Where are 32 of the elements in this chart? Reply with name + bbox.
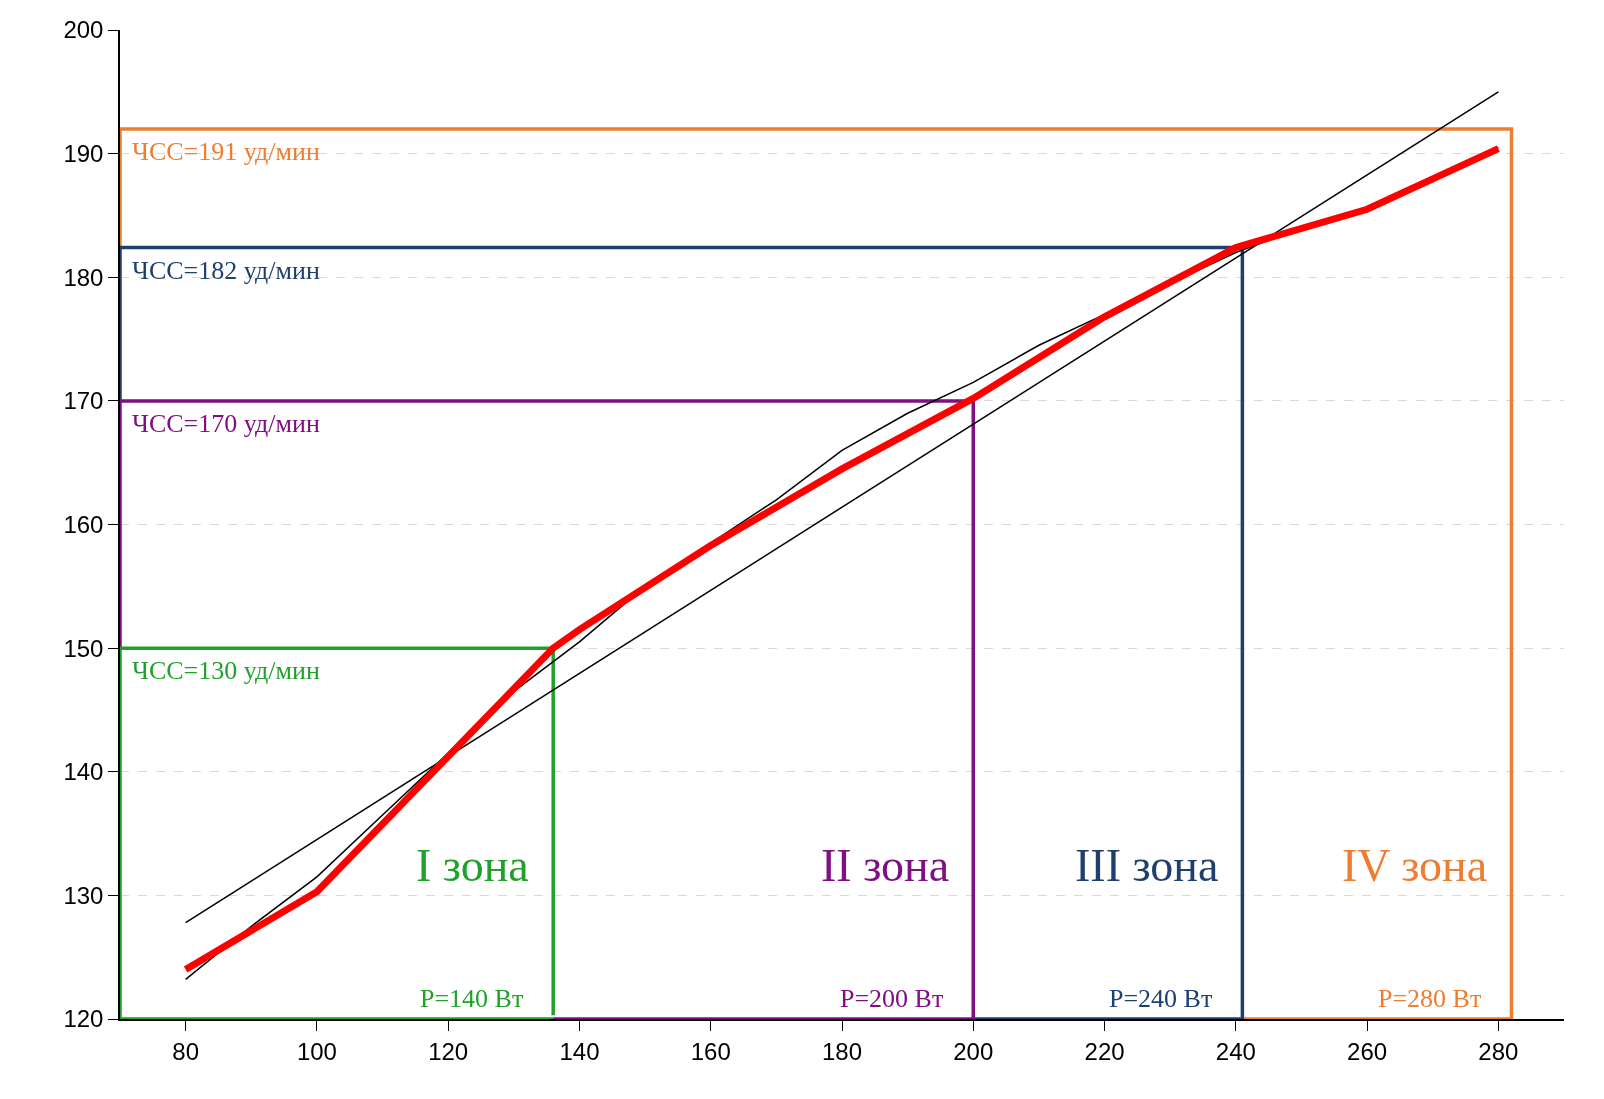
y-tick-label: 160	[63, 510, 104, 538]
y-tick-label: 140	[63, 758, 104, 786]
y-tick-label: 180	[63, 263, 104, 291]
y-tick-label: 120	[63, 1005, 104, 1033]
y-tick-label: 170	[63, 387, 104, 415]
annotation: II зона	[821, 840, 950, 891]
x-tick-label: 220	[1084, 1037, 1125, 1065]
y-tick-label: 130	[63, 881, 104, 909]
x-tick-label: 280	[1478, 1037, 1519, 1065]
annotation: ЧСС=130 уд/мин	[132, 656, 320, 685]
y-tick-label: 200	[63, 16, 104, 44]
annotation: I зона	[416, 840, 529, 891]
annotation: Р=240 Вт	[1109, 984, 1213, 1013]
x-tick-label: 240	[1215, 1037, 1256, 1065]
annotation: Р=200 Вт	[840, 984, 944, 1013]
annotation: ЧСС=191 уд/мин	[132, 137, 320, 166]
annotation: ЧСС=182 уд/мин	[132, 256, 320, 285]
x-tick-label: 100	[296, 1037, 337, 1065]
x-tick-label: 80	[172, 1037, 199, 1065]
x-tick-label: 200	[953, 1037, 994, 1065]
x-tick-label: 260	[1347, 1037, 1388, 1065]
y-tick-label: 190	[63, 140, 104, 168]
x-tick-label: 140	[559, 1037, 600, 1065]
annotation: Р=280 Вт	[1378, 984, 1482, 1013]
annotation: Р=140 Вт	[420, 984, 524, 1013]
x-tick-label: 120	[428, 1037, 469, 1065]
annotation: IV зона	[1342, 840, 1488, 891]
x-tick-label: 180	[821, 1037, 863, 1065]
y-tick-label: 150	[63, 634, 104, 662]
annotation: ЧСС=170 уд/мин	[132, 409, 320, 438]
x-tick-label: 160	[690, 1037, 731, 1065]
annotation: III зона	[1075, 840, 1219, 891]
